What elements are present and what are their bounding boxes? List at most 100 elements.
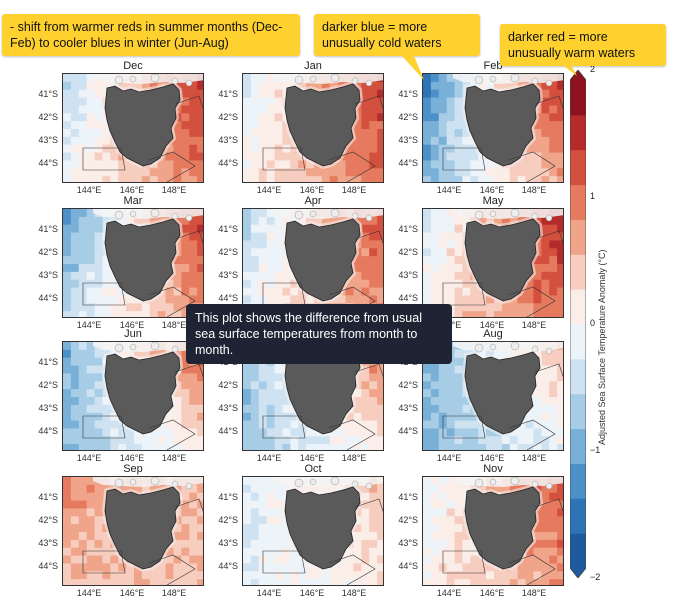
anomaly-cell — [266, 74, 276, 83]
anomaly-cell — [541, 105, 550, 114]
anomaly-cell — [63, 357, 72, 367]
anomaly-cell — [181, 579, 190, 585]
anomaly-cell — [189, 539, 198, 549]
anomaly-cell — [525, 412, 535, 422]
anomaly-cell — [454, 579, 464, 585]
anomaly-cell — [361, 264, 370, 273]
anomaly-cell — [533, 389, 542, 398]
anomaly-cell — [454, 500, 464, 510]
anomaly-cell — [282, 279, 291, 289]
anomaly-cell — [462, 279, 471, 289]
anomaly-cell — [189, 579, 198, 585]
anomaly-cell — [282, 444, 291, 450]
anomaly-cell — [197, 232, 203, 242]
anomaly-cell — [369, 571, 378, 580]
anomaly-cell — [377, 428, 383, 437]
anomaly-cell — [369, 397, 378, 406]
anomaly-cell — [377, 152, 383, 162]
anomaly-cell — [549, 436, 558, 445]
anomaly-cell — [369, 160, 378, 169]
anomaly-cell — [173, 121, 182, 130]
anomaly-cell — [549, 303, 558, 312]
anomaly-cell — [86, 129, 96, 138]
anomaly-cell — [258, 444, 268, 450]
anomaly-cell — [306, 168, 315, 177]
anomaly-cell — [258, 532, 268, 541]
anomaly-cell — [517, 311, 527, 317]
anomaly-cell — [118, 428, 127, 437]
latitude-label: 42°S — [218, 112, 238, 122]
anomaly-cell — [361, 389, 370, 398]
longitude-label: 144°E — [256, 588, 282, 598]
anomaly-cell — [274, 160, 284, 169]
anomaly-cell — [110, 303, 119, 312]
anomaly-cell — [274, 539, 284, 549]
anomaly-cell — [454, 271, 464, 281]
latitude-label: 44°S — [218, 426, 238, 436]
anomaly-cell — [446, 539, 456, 549]
anomaly-map — [62, 341, 204, 451]
anomaly-cell — [454, 404, 464, 414]
anomaly-cell — [78, 500, 88, 510]
anomaly-cell — [243, 136, 252, 146]
anomaly-cell — [470, 420, 479, 430]
anomaly-cell — [494, 81, 503, 91]
anomaly-cell — [462, 436, 471, 445]
anomaly-cell — [486, 311, 495, 317]
anomaly-cell — [557, 492, 563, 502]
anomaly-cell — [423, 129, 432, 138]
anomaly-cell — [282, 295, 291, 304]
anomaly-cell — [541, 404, 550, 414]
anomaly-cell — [438, 271, 448, 281]
anomaly-cell — [517, 303, 527, 312]
anomaly-cell — [165, 563, 175, 572]
longitude-label: 146°E — [119, 320, 145, 330]
anomaly-map — [242, 73, 384, 183]
anomaly-cell — [181, 532, 190, 541]
anomaly-cell — [63, 287, 72, 297]
anomaly-cell — [541, 248, 550, 257]
anomaly-cell — [243, 389, 252, 398]
tasmania-land — [464, 351, 541, 435]
anomaly-cell — [243, 152, 252, 162]
anomaly-cell — [86, 342, 96, 351]
anomaly-cell — [423, 248, 432, 257]
anomaly-cell — [361, 484, 370, 494]
anomaly-cell — [377, 295, 383, 304]
anomaly-cell — [94, 295, 104, 304]
anomaly-cell — [258, 89, 268, 99]
anomaly-map-svg — [63, 209, 203, 317]
anomaly-cell — [274, 216, 284, 226]
anomaly-cell — [454, 160, 464, 169]
anomaly-cell — [258, 81, 268, 91]
anomaly-cell — [430, 97, 440, 107]
anomaly-cell — [181, 89, 190, 99]
anomaly-cell — [430, 508, 440, 517]
anomaly-cell — [282, 264, 291, 273]
anomaly-cell — [369, 256, 378, 265]
anomaly-cell — [102, 420, 111, 430]
anomaly-cell — [438, 397, 448, 406]
anomaly-cell — [438, 539, 448, 549]
anomaly-cell — [446, 571, 456, 580]
anomaly-cell — [86, 508, 96, 517]
longitude-label: 146°E — [479, 185, 505, 195]
anomaly-cell — [110, 287, 119, 297]
tasmania-land — [284, 486, 361, 570]
anomaly-cell — [266, 404, 276, 414]
anomaly-cell — [298, 168, 307, 177]
anomaly-cell — [470, 152, 479, 162]
anomaly-cell — [430, 420, 440, 430]
anomaly-cell — [266, 492, 276, 502]
anomaly-cell — [250, 240, 260, 249]
anomaly-cell — [377, 129, 383, 138]
anomaly-cell — [165, 176, 175, 182]
anomaly-cell — [118, 436, 127, 445]
anomaly-cell — [94, 571, 104, 580]
anomaly-cell — [243, 492, 252, 502]
longitude-label: 146°E — [479, 453, 505, 463]
anomaly-cell — [306, 444, 315, 450]
anomaly-cell — [430, 428, 440, 437]
latitude-label: 44°S — [218, 158, 238, 168]
latitude-label: 42°S — [218, 515, 238, 525]
